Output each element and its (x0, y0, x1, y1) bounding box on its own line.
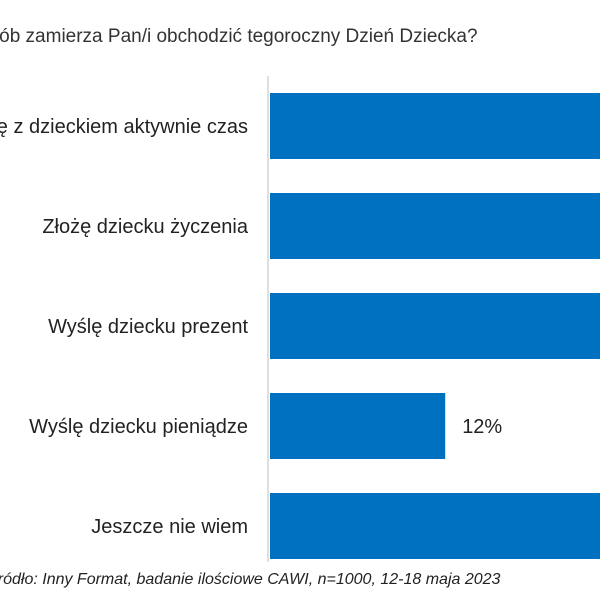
bar-4 (270, 393, 446, 459)
category-label: Wyślę dziecku prezent (48, 316, 248, 338)
source-note: Źródło: Inny Format, badanie ilościowe C… (0, 569, 501, 588)
category-label: Spędzę z dzieckiem aktywnie czas (0, 116, 248, 138)
category-label: Jeszcze nie wiem (91, 516, 248, 538)
category-labels: Spędzę z dzieckiem aktywnie czas Złożę dz… (0, 116, 249, 538)
category-label: Wyślę dziecku pieniądze (29, 416, 248, 438)
bar-2 (270, 193, 600, 259)
bar-5 (270, 493, 600, 559)
chart-title: W jaki sposób zamierza Pan/i obchodzić t… (0, 26, 478, 47)
bars (270, 93, 600, 559)
value-labels: 12% (462, 416, 502, 438)
category-label: Złożę dziecku życzenia (42, 216, 249, 238)
bar-1 (270, 93, 600, 159)
value-label: 12% (462, 416, 502, 438)
bar-3 (270, 293, 600, 359)
